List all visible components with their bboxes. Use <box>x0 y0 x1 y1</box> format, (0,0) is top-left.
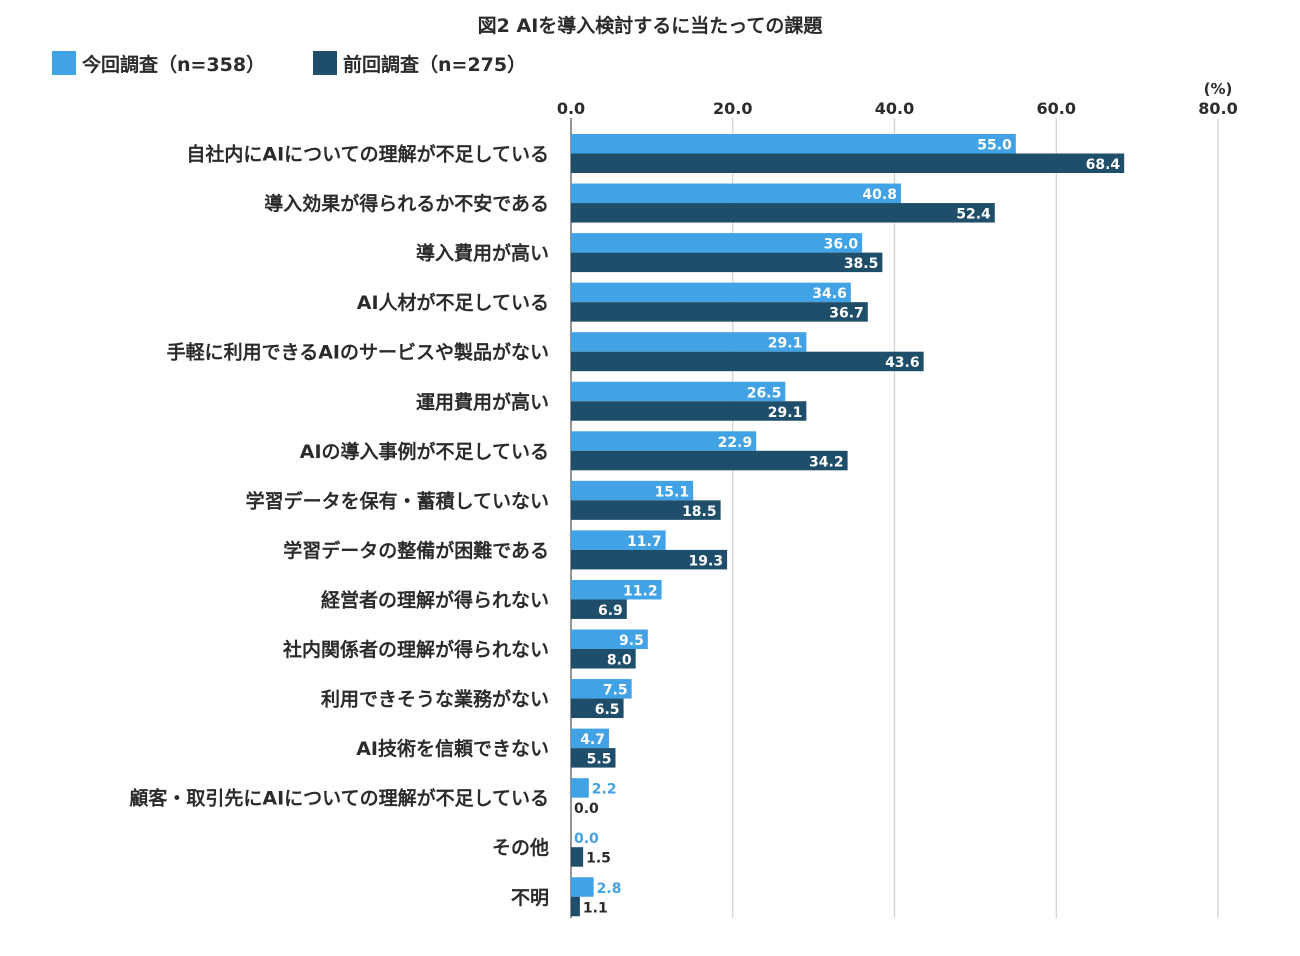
bar-current <box>571 778 589 798</box>
value-label-previous: 8.0 <box>607 653 632 669</box>
bar-previous <box>571 252 883 273</box>
x-tick-label: 20.0 <box>713 99 752 118</box>
x-axis-ticks: 0.0 20.0 40.0 60.0 80.0 <box>557 99 1238 118</box>
bar-current <box>571 282 851 303</box>
bar-current <box>571 431 757 451</box>
bar-current <box>571 728 610 749</box>
value-label-current: 34.6 <box>812 286 847 302</box>
bar-current <box>571 381 786 402</box>
legend-swatch-current <box>52 51 76 75</box>
bar-previous <box>571 450 848 471</box>
value-label-current: 2.8 <box>597 881 622 897</box>
bar-previous <box>571 500 721 520</box>
bar-current <box>571 134 1016 154</box>
category-label: 導入効果が得られるか不安である <box>264 192 549 215</box>
value-label-previous: 43.6 <box>885 355 920 371</box>
bar-value-labels: 55.0 68.4 40.8 52.4 36.0 38.5 34.6 36.7 29.1 43.6… <box>574 138 1120 917</box>
bar-previous <box>571 698 624 719</box>
legend-label-previous: 前回調査（n=275） <box>343 53 526 76</box>
value-label-current: 11.7 <box>627 534 662 550</box>
value-label-previous: 1.1 <box>583 900 608 916</box>
bar-previous <box>571 401 807 421</box>
value-label-current: 9.5 <box>619 633 644 649</box>
category-label: AI人材が不足している <box>357 291 549 314</box>
value-label-current: 36.0 <box>824 237 859 253</box>
value-label-current: 7.5 <box>603 683 628 699</box>
bar-current <box>571 877 594 897</box>
bar-current <box>571 183 901 204</box>
value-label-previous: 34.2 <box>809 454 844 470</box>
value-label-previous: 29.1 <box>768 405 803 421</box>
value-label-previous: 6.9 <box>598 603 623 619</box>
category-label: 社内関係者の理解が得られない <box>282 638 549 661</box>
x-tick-label: 80.0 <box>1198 99 1237 118</box>
value-label-previous: 0.0 <box>574 801 599 817</box>
legend: 今回調査（n=358） 前回調査（n=275） <box>52 51 526 76</box>
value-label-current: 55.0 <box>977 138 1012 154</box>
bar-previous <box>571 896 580 917</box>
value-label-previous: 5.5 <box>587 752 612 768</box>
category-label: 利用できそうな業務がない <box>321 688 549 711</box>
axis-unit-label: (%) <box>1204 80 1233 98</box>
bar-current <box>571 332 807 352</box>
category-label: その他 <box>492 836 549 859</box>
value-label-current: 0.0 <box>574 831 599 847</box>
value-label-current: 11.2 <box>623 583 658 599</box>
value-label-previous: 38.5 <box>844 256 879 272</box>
value-label-current: 4.7 <box>580 732 605 748</box>
category-label: 導入費用が高い <box>416 242 549 265</box>
value-label-previous: 18.5 <box>682 504 717 520</box>
category-label: 顧客・取引先にAIについての理解が不足している <box>129 787 549 810</box>
legend-swatch-previous <box>313 51 337 75</box>
legend-label-current: 今回調査（n=358） <box>81 53 265 76</box>
bar-previous <box>571 748 616 768</box>
bars <box>571 134 1125 917</box>
bar-previous <box>571 549 728 570</box>
category-labels: 自社内にAIについての理解が不足している導入効果が得られるか不安である導入費用が… <box>129 143 549 909</box>
bar-current <box>571 629 648 649</box>
value-label-previous: 6.5 <box>595 702 620 718</box>
category-label: 運用費用が高い <box>416 390 549 413</box>
category-label: 学習データの整備が困難である <box>283 539 549 562</box>
bar-previous <box>571 351 924 372</box>
value-label-previous: 19.3 <box>689 553 724 569</box>
category-label: 学習データを保有・蓄積していない <box>246 489 549 512</box>
chart-title: 図2 AIを導入検討するに当たっての課題 <box>478 14 824 37</box>
category-label: 不明 <box>511 887 549 909</box>
value-label-current: 15.1 <box>655 484 690 500</box>
category-label: 経営者の理解が得られない <box>321 588 549 611</box>
value-label-current: 2.2 <box>592 782 617 798</box>
bar-previous <box>571 847 584 867</box>
bar-previous <box>571 203 995 223</box>
bar-current <box>571 233 863 253</box>
value-label-current: 26.5 <box>747 385 782 401</box>
bar-current <box>571 480 694 501</box>
x-tick-label: 40.0 <box>875 99 914 118</box>
bar-previous <box>571 599 627 619</box>
category-label: AIの導入事例が不足している <box>300 440 549 463</box>
value-label-previous: 1.5 <box>586 851 611 867</box>
value-label-current: 29.1 <box>768 336 803 352</box>
category-label: 自社内にAIについての理解が不足している <box>186 143 549 166</box>
bar-previous <box>571 302 868 322</box>
bar-current <box>571 679 632 699</box>
bar-current <box>571 530 666 550</box>
value-label-previous: 52.4 <box>956 207 991 223</box>
category-label: 手軽に利用できるAIのサービスや製品がない <box>167 341 549 364</box>
value-label-current: 22.9 <box>718 435 753 451</box>
x-tick-label: 60.0 <box>1037 99 1076 118</box>
value-label-current: 40.8 <box>862 187 897 203</box>
bar-current <box>571 579 662 600</box>
value-label-previous: 36.7 <box>829 306 864 322</box>
value-label-previous: 68.4 <box>1086 157 1121 173</box>
x-tick-label: 0.0 <box>557 99 585 118</box>
bar-previous <box>571 153 1125 173</box>
bar-previous <box>571 649 636 669</box>
category-label: AI技術を信頼できない <box>356 737 549 760</box>
